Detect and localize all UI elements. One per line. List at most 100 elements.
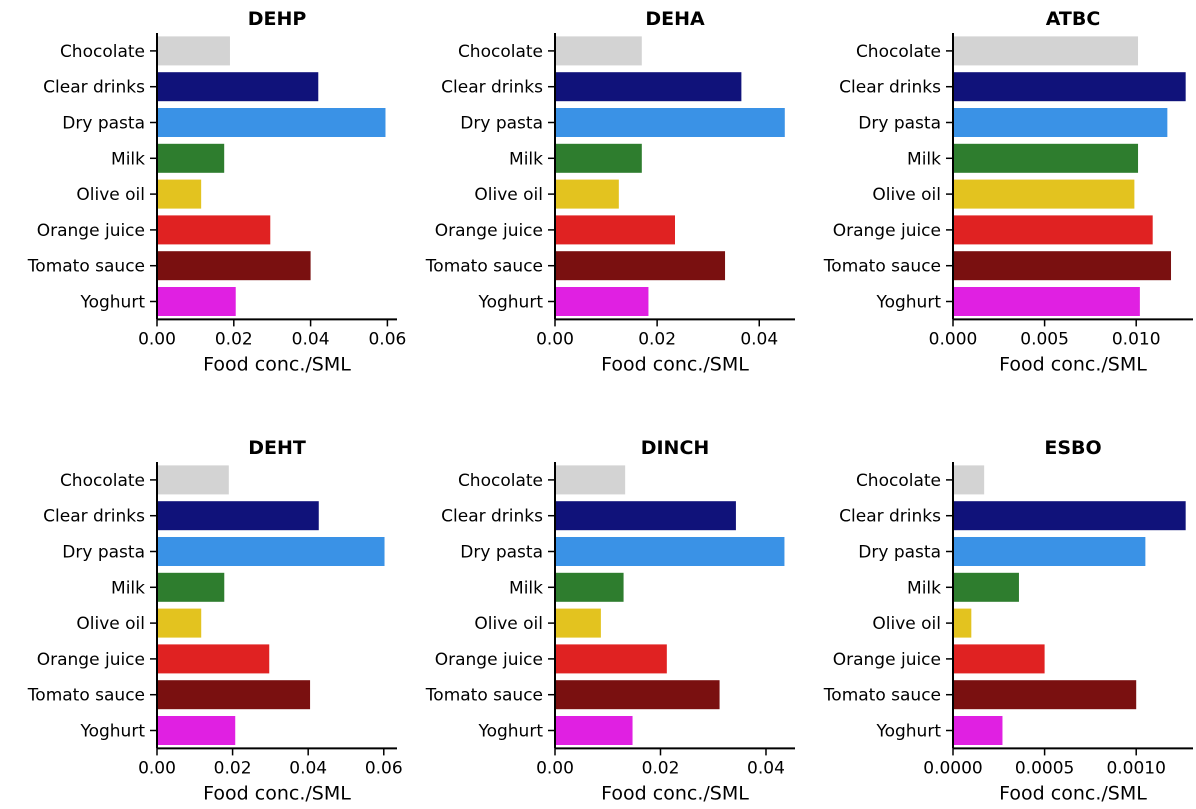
category-label-tomato-sauce: Tomato sauce — [823, 686, 941, 706]
x-tick-label: 0.00 — [536, 758, 574, 778]
bar-dry-pasta — [953, 537, 1146, 566]
bar-orange-juice — [157, 215, 271, 245]
panel-title: ATBC — [1046, 8, 1101, 30]
category-label-clear-drinks: Clear drinks — [441, 78, 543, 98]
bar-milk — [555, 143, 642, 173]
bar-olive-oil — [555, 608, 601, 638]
category-label-yoghurt: Yoghurt — [79, 722, 145, 742]
bar-chocolate — [157, 465, 229, 495]
category-label-olive-oil: Olive oil — [474, 614, 543, 634]
bar-milk — [953, 143, 1139, 173]
bar-dry-pasta — [555, 108, 785, 137]
bar-dry-pasta — [157, 108, 386, 137]
category-label-yoghurt: Yoghurt — [875, 293, 941, 313]
x-tick-label: 0.005 — [1020, 329, 1069, 349]
category-label-orange-juice: Orange juice — [435, 650, 543, 670]
x-tick-label: 0.06 — [368, 329, 406, 349]
x-tick-label: 0.02 — [215, 329, 253, 349]
bar-tomato-sauce — [953, 680, 1137, 710]
category-label-chocolate: Chocolate — [60, 471, 145, 491]
bar-tomato-sauce — [555, 251, 726, 281]
bar-olive-oil — [157, 179, 202, 209]
category-label-olive-oil: Olive oil — [872, 185, 941, 205]
category-label-dry-pasta: Dry pasta — [460, 114, 543, 134]
category-label-dry-pasta: Dry pasta — [62, 543, 145, 563]
bar-orange-juice — [953, 644, 1045, 674]
bar-olive-oil — [555, 179, 619, 209]
panel-title: ESBO — [1044, 437, 1101, 459]
category-label-dry-pasta: Dry pasta — [858, 543, 941, 563]
bar-tomato-sauce — [555, 680, 720, 710]
category-label-dry-pasta: Dry pasta — [62, 114, 145, 134]
x-axis-label: Food conc./SML — [999, 782, 1147, 804]
panel-deha: DEHA Chocolate Clear drinks Dry pasta Milk Ol… — [425, 8, 795, 375]
bar-chocolate — [953, 465, 985, 495]
category-label-orange-juice: Orange juice — [435, 221, 543, 241]
bar-yoghurt — [555, 287, 649, 316]
category-label-milk: Milk — [111, 149, 145, 169]
category-label-milk: Milk — [509, 149, 543, 169]
bar-clear-drinks — [555, 72, 742, 102]
bar-tomato-sauce — [953, 251, 1172, 281]
category-label-orange-juice: Orange juice — [37, 650, 145, 670]
bar-chocolate — [953, 36, 1139, 66]
category-label-olive-oil: Olive oil — [76, 185, 145, 205]
x-tick-label: 0.0000 — [923, 758, 982, 778]
category-label-chocolate: Chocolate — [60, 42, 145, 62]
x-tick-label: 0.0005 — [1015, 758, 1074, 778]
bar-chocolate — [157, 36, 230, 66]
panel-deht: DEHT Chocolate Clear drinks Dry pasta Milk Ol… — [27, 437, 403, 804]
bar-orange-juice — [157, 644, 270, 674]
x-axis-label: Food conc./SML — [203, 782, 351, 804]
category-label-clear-drinks: Clear drinks — [441, 507, 543, 527]
x-tick-label: 0.00 — [138, 329, 176, 349]
category-label-clear-drinks: Clear drinks — [839, 78, 941, 98]
category-label-clear-drinks: Clear drinks — [839, 507, 941, 527]
category-label-tomato-sauce: Tomato sauce — [27, 686, 145, 706]
x-tick-label: 0.04 — [740, 329, 778, 349]
x-axis-label: Food conc./SML — [601, 353, 749, 375]
bar-yoghurt — [953, 287, 1140, 316]
bar-clear-drinks — [157, 501, 319, 531]
bar-dry-pasta — [157, 537, 385, 566]
bar-dry-pasta — [953, 108, 1168, 137]
bar-clear-drinks — [157, 72, 319, 102]
category-label-milk: Milk — [111, 578, 145, 598]
x-tick-label: 0.02 — [214, 758, 252, 778]
category-label-tomato-sauce: Tomato sauce — [425, 686, 543, 706]
bar-yoghurt — [157, 716, 236, 745]
x-tick-label: 0.04 — [289, 758, 327, 778]
category-label-yoghurt: Yoghurt — [875, 722, 941, 742]
panel-dinch: DINCH Chocolate Clear drinks Dry pasta Milk O… — [425, 437, 795, 804]
x-tick-label: 0.02 — [642, 758, 680, 778]
category-label-chocolate: Chocolate — [458, 471, 543, 491]
category-label-olive-oil: Olive oil — [76, 614, 145, 634]
category-label-olive-oil: Olive oil — [872, 614, 941, 634]
x-tick-label: 0.00 — [138, 758, 176, 778]
panel-dehp: DEHP Chocolate Clear drinks Dry pasta Milk Ol… — [27, 8, 407, 375]
category-label-milk: Milk — [907, 149, 941, 169]
bar-orange-juice — [555, 215, 675, 245]
category-label-dry-pasta: Dry pasta — [858, 114, 941, 134]
category-label-yoghurt: Yoghurt — [477, 722, 543, 742]
panel-title: DEHT — [248, 437, 306, 459]
category-label-tomato-sauce: Tomato sauce — [27, 257, 145, 277]
x-tick-label: 0.02 — [638, 329, 676, 349]
x-tick-label: 0.010 — [1112, 329, 1161, 349]
x-axis-label: Food conc./SML — [601, 782, 749, 804]
panel-title: DINCH — [641, 437, 710, 459]
bar-yoghurt — [157, 287, 236, 316]
category-label-tomato-sauce: Tomato sauce — [425, 257, 543, 277]
bar-orange-juice — [555, 644, 667, 674]
panel-title: DEHP — [248, 8, 307, 30]
x-axis-label: Food conc./SML — [203, 353, 351, 375]
category-label-dry-pasta: Dry pasta — [460, 543, 543, 563]
bar-chocolate — [555, 465, 626, 495]
category-label-orange-juice: Orange juice — [833, 650, 941, 670]
category-label-tomato-sauce: Tomato sauce — [823, 257, 941, 277]
bar-tomato-sauce — [157, 251, 311, 281]
panel-esbo: ESBO Chocolate Clear drinks Dry pasta Milk Ol… — [823, 437, 1193, 804]
bar-orange-juice — [953, 215, 1153, 245]
category-label-chocolate: Chocolate — [856, 471, 941, 491]
